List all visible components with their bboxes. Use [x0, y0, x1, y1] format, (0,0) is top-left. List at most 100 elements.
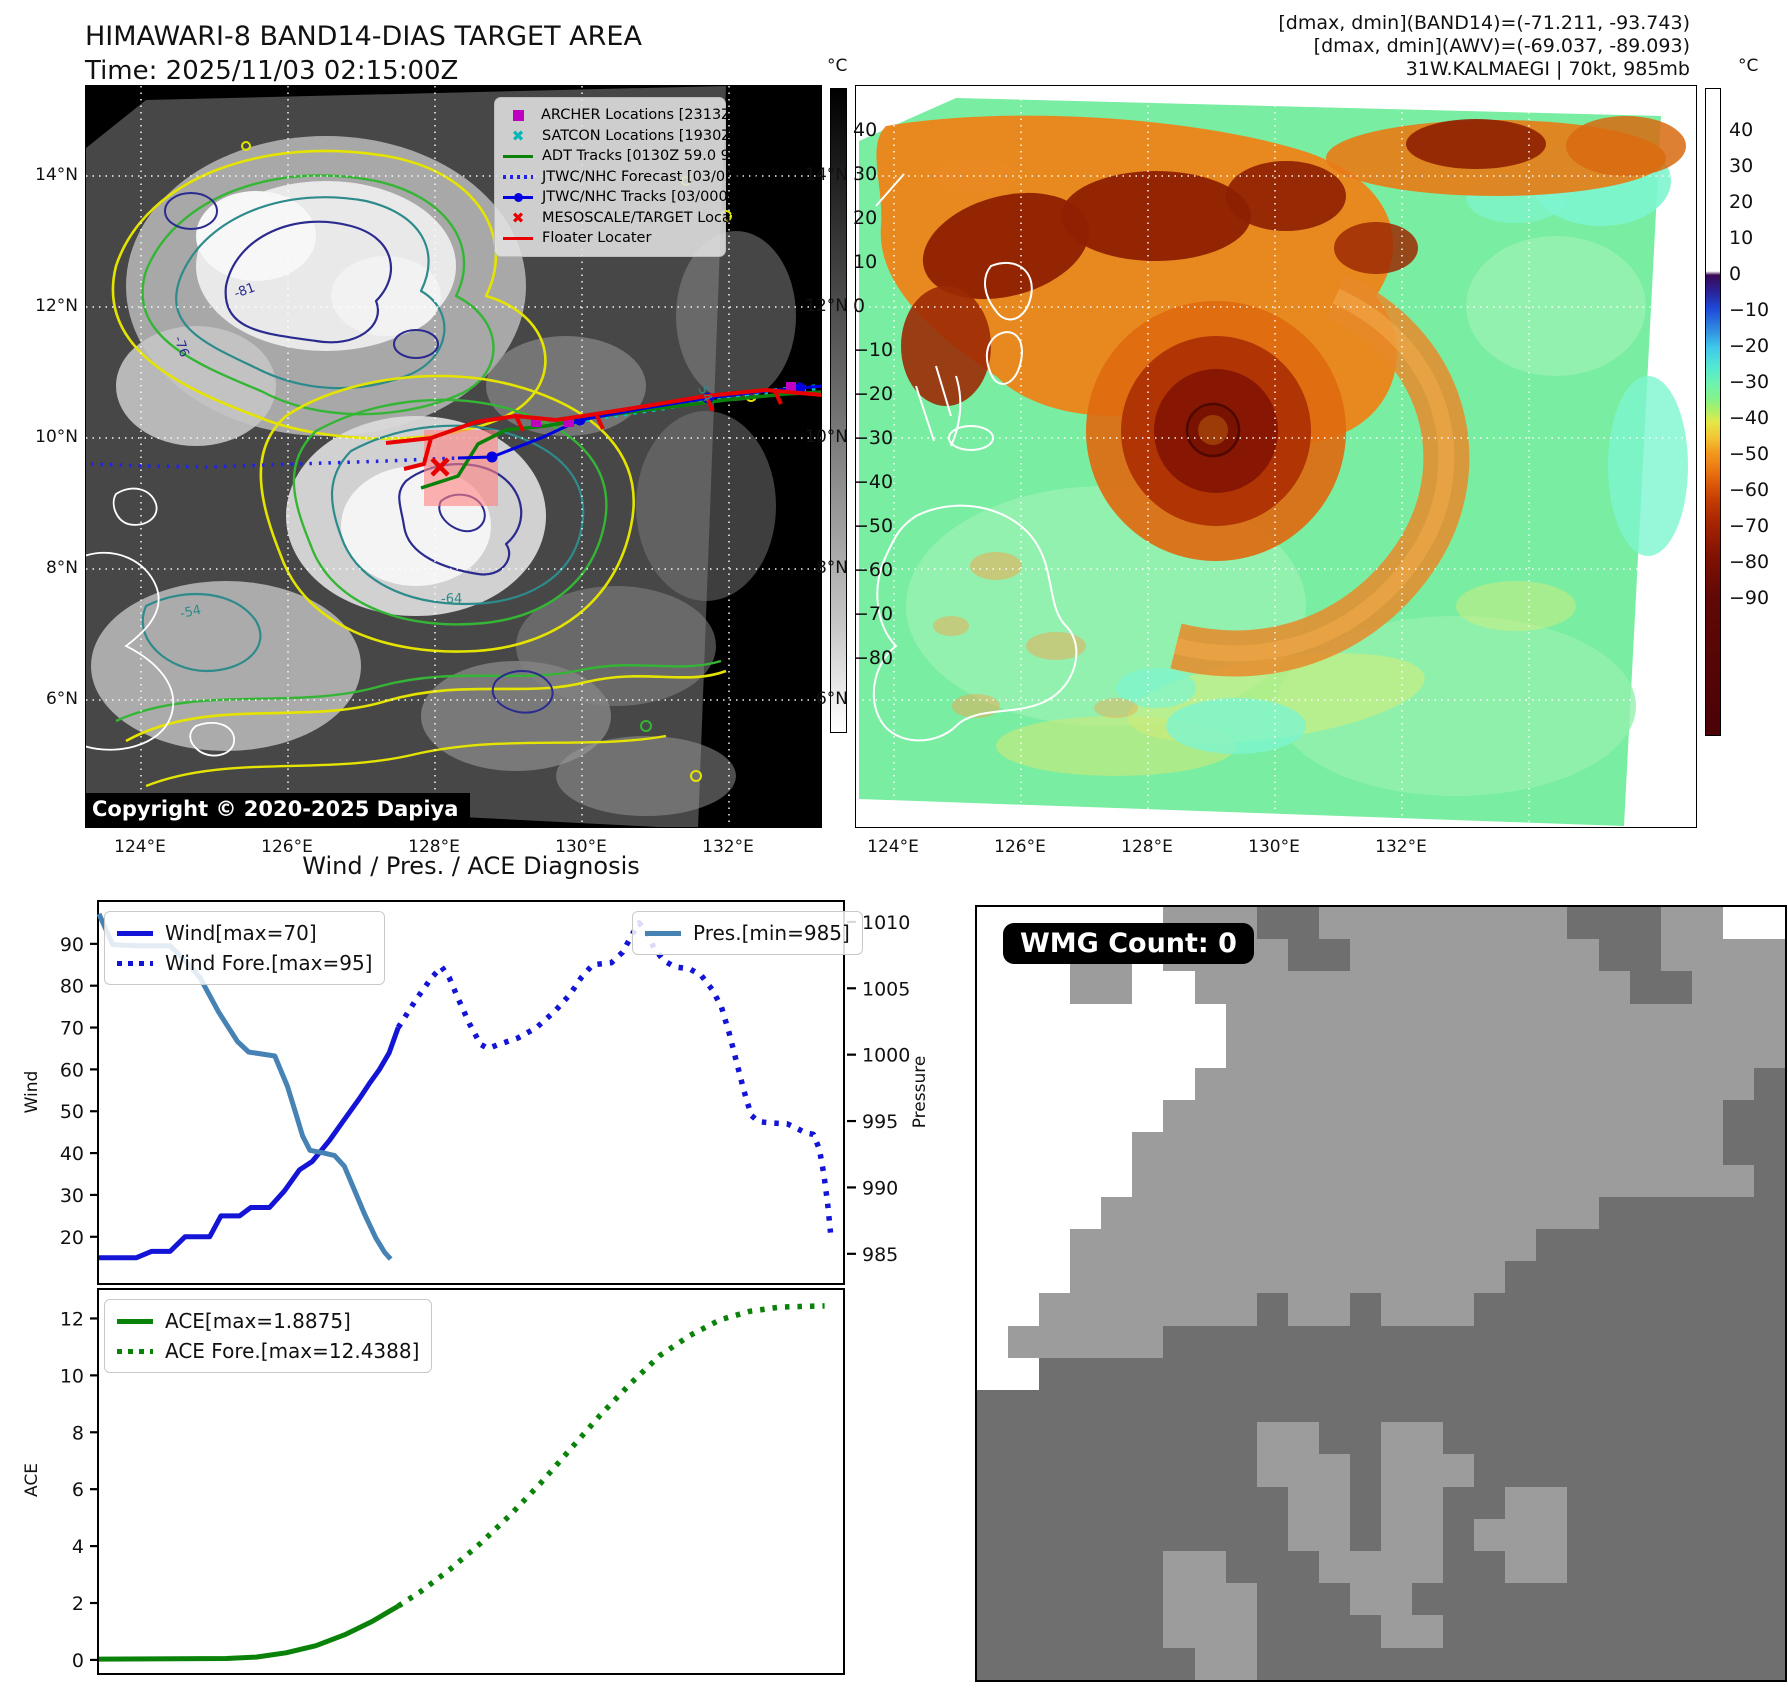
wmg-grid-cell — [977, 1325, 1009, 1358]
wmg-grid-cell — [1474, 971, 1506, 1004]
figure-subtitle: [dmax, dmin](BAND14)=(-71.211, -93.743) … — [1278, 12, 1690, 81]
band14-colorbar-tick: −40 — [853, 471, 894, 493]
wmg-grid-cell — [1505, 1551, 1537, 1584]
wmg-grid-cell — [1349, 1486, 1382, 1519]
wmg-grid-cell — [1629, 971, 1661, 1004]
wmg-grid-cell — [1039, 1551, 1071, 1584]
x-legend-marker-icon: ✖ — [511, 208, 525, 227]
contour-label: -81 — [232, 280, 257, 301]
wmg-grid-cell — [1194, 1325, 1226, 1358]
wmg-grid-cell — [1567, 1583, 1599, 1616]
y-tick-label: 70 — [60, 1018, 84, 1040]
wmg-grid-cell — [1660, 1068, 1692, 1101]
wmg-grid-cell — [1722, 1518, 1754, 1552]
ace-series-0 — [98, 1603, 400, 1662]
wmg-grid-cell — [1660, 1357, 1692, 1391]
wmg-grid-cell — [1598, 1196, 1630, 1230]
wmg-grid-cell — [1629, 1068, 1661, 1101]
wmg-grid-cell — [1256, 1068, 1288, 1101]
wmg-grid-cell — [1505, 1035, 1537, 1069]
wmg-grid-cell — [1536, 1132, 1568, 1165]
wmg-grid-cell — [1691, 1196, 1723, 1230]
wmg-grid-cell — [1567, 1454, 1599, 1487]
wmg-grid-cell — [1474, 1035, 1506, 1069]
wmg-grid-cell — [1256, 1454, 1288, 1487]
wmg-grid-cell — [1629, 1196, 1661, 1230]
wmg-grid-cell — [1349, 1068, 1382, 1101]
band14-colorbar-tick: −10 — [853, 339, 894, 361]
wmg-grid-cell — [1629, 1132, 1661, 1165]
chart-legend: Pres.[min=985] — [632, 911, 863, 955]
wmg-grid-cell — [1567, 1293, 1599, 1326]
wmg-grid-cell — [1505, 1293, 1537, 1326]
wmg-grid-cell — [1381, 1390, 1413, 1423]
wmg-grid-cell — [1225, 1357, 1257, 1391]
wmg-grid-cell — [1567, 1164, 1599, 1197]
wmg-grid-cell — [1349, 1229, 1382, 1262]
wmg-grid-cell — [1101, 1647, 1133, 1680]
title-line1: HIMAWARI-8 BAND14-DIAS TARGET AREA — [85, 21, 642, 52]
ace-series-1 — [396, 1303, 825, 1609]
y-tick-label: 30 — [60, 1185, 84, 1207]
y-tick-label: 80 — [60, 976, 84, 998]
wmg-grid-cell — [1039, 1454, 1071, 1487]
wmg-grid-cell — [1691, 1357, 1723, 1391]
wind-pressure-plot: 20 30 40 50 60 70 80 90 985 990 995 1000 1005 1010 — [60, 912, 911, 1266]
wmg-grid-cell — [1443, 1068, 1475, 1101]
awv-colorbar-unit: °C — [1738, 56, 1759, 76]
wmg-grid-cell — [1412, 1325, 1444, 1358]
wmg-grid-row — [977, 1422, 1785, 1455]
wmg-grid-cell — [1194, 1551, 1226, 1584]
wmg-grid-cell — [1318, 1003, 1350, 1036]
legend-item-0: ARCHER Locations [2313Z] — [503, 105, 737, 126]
wmg-grid-cell — [1629, 1486, 1661, 1519]
wmg-grid-cell — [1070, 971, 1102, 1004]
wmg-grid-cell — [977, 1196, 1009, 1230]
wmg-grid-cell — [1443, 1518, 1475, 1552]
wmg-grid-row — [977, 1229, 1785, 1262]
wmg-grid-cell — [1598, 1422, 1630, 1455]
pressure-axis-label: Pressure — [910, 1055, 930, 1129]
wmg-grid-cell — [1318, 1325, 1350, 1358]
wmg-grid-cell — [1287, 1068, 1319, 1101]
wmg-grid-cell — [1225, 1647, 1257, 1680]
wmg-grid-cell — [1598, 907, 1630, 940]
wmg-grid-cell — [1287, 1229, 1319, 1262]
wmg-grid-cell — [1008, 1132, 1040, 1165]
wmg-grid-cell — [1691, 939, 1723, 972]
wmg-grid-cell — [1691, 1551, 1723, 1584]
wmg-grid-cell — [1101, 1325, 1133, 1358]
wmg-grid-cell — [1070, 1035, 1102, 1069]
wmg-grid-cell — [1101, 1164, 1133, 1197]
wmg-grid-cell — [1039, 1261, 1071, 1294]
wmg-grid-cell — [1101, 1551, 1133, 1584]
wmg-grid-row — [977, 1100, 1785, 1133]
wmg-grid-cell — [1381, 1100, 1413, 1133]
wmg-grid-cell — [1598, 1518, 1630, 1552]
wmg-grid-cell — [1598, 1357, 1630, 1391]
wmg-grid-cell — [1660, 1518, 1692, 1552]
lon-label-left: 132°E — [702, 837, 754, 857]
wmg-grid-cell — [1132, 1293, 1164, 1326]
wmg-grid-cell — [1505, 1325, 1537, 1358]
wmg-grid-cell — [1070, 1293, 1102, 1326]
wmg-grid-cell — [1194, 1390, 1226, 1423]
wmg-grid-cell — [1660, 907, 1692, 940]
wmg-grid-cell — [1722, 1100, 1754, 1133]
wmg-grid-cell — [1412, 1293, 1444, 1326]
wmg-grid-cell — [1163, 1486, 1195, 1519]
wmg-grid-cell — [1381, 939, 1413, 972]
wmg-count-badge: WMG Count: 0 — [1003, 923, 1254, 964]
wmg-grid-cell — [1318, 1293, 1350, 1326]
chart-legend-item: ACE[max=1.8875] — [117, 1306, 419, 1336]
wmg-grid-cell — [1008, 1422, 1040, 1455]
wmg-grid-cell — [1536, 1486, 1568, 1519]
wmg-grid-cell — [977, 1647, 1009, 1680]
line-legend-marker-icon — [503, 154, 533, 158]
wmg-grid-cell — [1722, 1583, 1754, 1616]
wmg-grid-cell — [1070, 1583, 1102, 1616]
wmg-grid-cell — [1225, 1551, 1257, 1584]
legend-item-2: ADT Tracks [0130Z 59.0 993.4] — [503, 146, 768, 167]
wmg-grid-cell — [1660, 1293, 1692, 1326]
awv-colorbar-tick: −80 — [1729, 551, 1770, 573]
